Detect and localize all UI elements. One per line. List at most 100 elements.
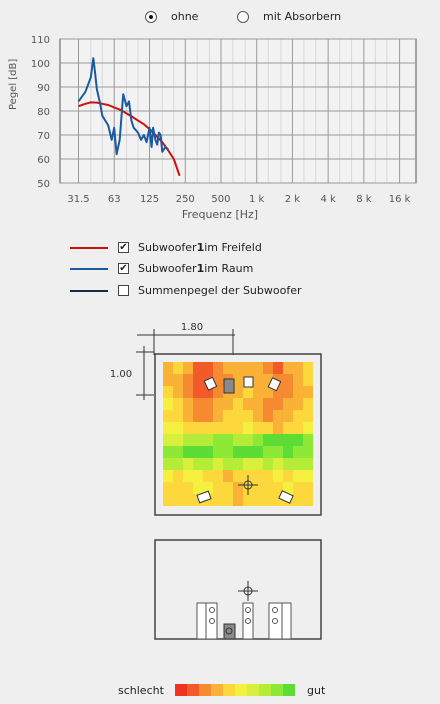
heatmap-cell	[243, 398, 253, 410]
heatmap-cell	[293, 458, 303, 470]
radio-mit-absorbern[interactable]: mit Absorbern	[237, 10, 341, 23]
heatmap-cell	[203, 446, 213, 458]
heatmap-cell	[253, 422, 263, 434]
heatmap-cell	[173, 374, 183, 386]
speaker-rear-right-icon[interactable]	[278, 490, 294, 504]
heatmap-cell	[233, 458, 243, 470]
heatmap-cell	[213, 434, 223, 446]
radio-ohne[interactable]: ohne	[145, 10, 198, 23]
heatmap-cell	[173, 422, 183, 434]
heatmap-cell	[183, 398, 193, 410]
heatmap-cell	[263, 374, 273, 386]
heatmap-cell	[183, 470, 193, 482]
heatmap-cell	[193, 458, 203, 470]
heatmap-cell	[293, 470, 303, 482]
driver	[245, 618, 251, 624]
y-tick-label: 50	[37, 179, 50, 190]
heatmap-cell	[283, 470, 293, 482]
heatmap-cell	[273, 362, 283, 374]
heatmap-cell	[293, 422, 303, 434]
speaker-center-icon[interactable]	[243, 376, 254, 388]
legend-line	[70, 267, 108, 270]
heatmap-cell	[283, 446, 293, 458]
driver	[225, 627, 233, 635]
driver	[272, 607, 278, 613]
legend-item-freifeld[interactable]: ✔ Subwoofer 1 im Freifeld	[70, 241, 262, 254]
radio-dot	[237, 10, 249, 23]
subwoofer-side-icon[interactable]	[223, 623, 236, 640]
speaker-right-icon[interactable]	[267, 377, 282, 392]
driver	[245, 607, 251, 613]
legend-item-summe[interactable]: Summenpegel der Subwoofer	[70, 284, 302, 297]
heatmap-cell	[193, 470, 203, 482]
heatmap-cell	[213, 446, 223, 458]
x-tick-label: 2 k	[285, 194, 301, 205]
heatmap-cell	[263, 458, 273, 470]
heatmap-cell	[303, 482, 313, 494]
heatmap-cell	[163, 434, 173, 446]
scale-swatch	[283, 684, 295, 696]
heatmap-cell	[293, 374, 303, 386]
heatmap-cell	[243, 446, 253, 458]
x-tick-label: 500	[211, 194, 230, 205]
checkbox[interactable]: ✔	[118, 242, 129, 253]
heatmap-cell	[233, 362, 243, 374]
checkbox[interactable]: ✔	[118, 263, 129, 274]
heatmap-cell	[193, 362, 203, 374]
depth-label: 1.00	[110, 369, 132, 380]
heatmap-cell	[183, 362, 193, 374]
speaker-side-center-icon[interactable]	[242, 602, 254, 640]
heatmap-cell	[303, 434, 313, 446]
speaker-rear-left-icon[interactable]	[196, 490, 212, 504]
room-outline	[154, 353, 322, 516]
heatmap-cell	[293, 446, 303, 458]
heatmap-cell	[203, 386, 213, 398]
heatmap-cell	[213, 362, 223, 374]
heatmap-cell	[163, 446, 173, 458]
heatmap-cell	[213, 386, 223, 398]
width-label: 1.80	[181, 322, 203, 333]
x-axis-label: Frequenz [Hz]	[181, 208, 259, 221]
scale-swatch	[247, 684, 259, 696]
heatmap-cell	[293, 482, 303, 494]
listener-side-icon[interactable]	[238, 581, 258, 601]
heatmap-cell	[193, 386, 203, 398]
heatmap-cell	[303, 422, 313, 434]
x-tick-label: 4 k	[320, 194, 336, 205]
x-tick-label: 16 k	[389, 194, 411, 205]
heatmap-cell	[223, 422, 233, 434]
heatmap-cell	[263, 410, 273, 422]
heatmap-cell	[173, 362, 183, 374]
heatmap-cell	[233, 398, 243, 410]
heatmap-cell	[283, 422, 293, 434]
heatmap-cell	[263, 422, 273, 434]
heatmap-cell	[203, 362, 213, 374]
listener-icon[interactable]	[238, 475, 258, 495]
heatmap-cell	[163, 362, 173, 374]
heatmap-cell	[183, 494, 193, 506]
heatmap-cell	[173, 446, 183, 458]
x-tick-label: 125	[140, 194, 159, 205]
heatmap-cell	[303, 446, 313, 458]
heatmap-cell	[193, 446, 203, 458]
checkbox[interactable]	[118, 285, 129, 296]
heatmap-cell	[273, 470, 283, 482]
heatmap-cell	[183, 434, 193, 446]
scale-swatch	[199, 684, 211, 696]
room-side-outline	[154, 539, 322, 640]
heatmap-cell	[263, 494, 273, 506]
heatmap-cell	[293, 434, 303, 446]
heatmap-cell	[223, 470, 233, 482]
subwoofer-icon[interactable]	[223, 378, 235, 394]
legend-item-raum[interactable]: ✔ Subwoofer 1 im Raum	[70, 262, 253, 275]
heatmap-cell	[203, 422, 213, 434]
legend-label: Subwoofer	[138, 241, 197, 254]
heatmap-cell	[253, 362, 263, 374]
heatmap-cell	[253, 386, 263, 398]
legend-bold: 1	[196, 241, 205, 254]
radio-label: ohne	[171, 10, 199, 23]
x-tick-label: 1 k	[249, 194, 265, 205]
y-tick-label: 90	[37, 83, 50, 94]
heatmap-cell	[183, 422, 193, 434]
speaker-left-icon[interactable]	[203, 376, 218, 391]
